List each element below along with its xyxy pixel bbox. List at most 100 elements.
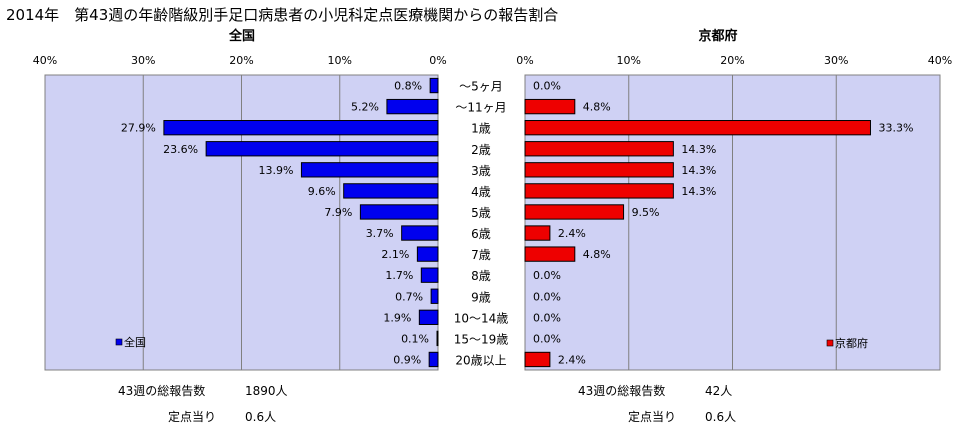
- national-data-label: 0.8%: [394, 80, 422, 93]
- national-bars: [163, 77, 439, 368]
- national-title: 全国: [228, 28, 255, 44]
- age-category-label: 8歳: [471, 269, 491, 283]
- kyoto-per-site-label: 定点当り: [628, 409, 676, 424]
- national-panel: 全国 40% 30% 20% 10% 0% 0.8% 5.2% 27.9% 23.6% 13.9…: [33, 28, 447, 371]
- national-data-label: 2.1%: [381, 248, 409, 261]
- kyoto-tick-label: 30%: [824, 54, 848, 67]
- kyoto-legend-swatch: [826, 339, 834, 347]
- age-category-label: 3歳: [471, 164, 491, 178]
- age-category-label: 5歳: [471, 206, 491, 220]
- kyoto-title: 京都府: [698, 28, 737, 44]
- national-tick-label: 40%: [33, 54, 57, 67]
- kyoto-bar: [524, 204, 625, 220]
- age-category-label: 6歳: [471, 227, 491, 241]
- kyoto-total-value: 42人: [705, 384, 732, 398]
- national-tick-label: 10%: [328, 54, 352, 67]
- kyoto-tick-label: 40%: [928, 54, 952, 67]
- national-data-label: 0.9%: [393, 353, 421, 366]
- age-category-label: 7歳: [471, 248, 491, 262]
- kyoto-bar: [524, 351, 551, 368]
- kyoto-legend-label: 京都府: [835, 336, 868, 350]
- national-bar: [416, 246, 439, 262]
- kyoto-data-label: 0.0%: [533, 332, 561, 345]
- age-category-label: 10～14歳: [454, 311, 509, 325]
- national-data-label: 1.7%: [385, 269, 413, 282]
- national-bar: [430, 288, 439, 304]
- national-data-labels: 0.8% 5.2% 27.9% 23.6% 13.9% 9.6% 7.9% 3.7% 2.1% 1…: [121, 80, 429, 367]
- national-tick-label: 30%: [131, 54, 155, 67]
- kyoto-per-site-value: 0.6人: [705, 410, 736, 424]
- national-bar: [343, 183, 439, 199]
- national-data-label: 3.7%: [366, 227, 394, 240]
- national-bar: [163, 120, 439, 136]
- national-bar: [429, 77, 439, 94]
- kyoto-bar: [524, 183, 674, 199]
- national-tick-labels: 40% 30% 20% 10% 0%: [33, 54, 447, 67]
- national-bar: [436, 330, 439, 347]
- kyoto-bar: [524, 225, 551, 241]
- national-data-label: 0.7%: [395, 290, 423, 303]
- national-data-label: 7.9%: [324, 206, 352, 219]
- national-data-label: 27.9%: [121, 122, 156, 135]
- age-category-labels: ～5ヶ月 ～11ヶ月 1歳 2歳 3歳 4歳 5歳 6歳 7歳 8歳 9歳 10～14歳 15～19歳 2…: [454, 80, 509, 368]
- kyoto-data-label: 4.8%: [583, 101, 611, 114]
- national-total-value: 1890人: [245, 384, 288, 398]
- national-per-site-value: 0.6人: [245, 410, 276, 424]
- national-legend-label: 全国: [124, 335, 146, 349]
- kyoto-data-label: 9.5%: [632, 206, 660, 219]
- national-legend-swatch: [115, 338, 123, 346]
- national-total-label: 43週の総報告数: [118, 383, 205, 398]
- kyoto-data-label: 2.4%: [558, 227, 586, 240]
- national-bar: [401, 225, 439, 241]
- kyoto-data-label: 14.3%: [681, 143, 716, 156]
- kyoto-tick-label: 0%: [516, 54, 533, 67]
- age-category-label: 15～19歳: [454, 332, 509, 346]
- national-bar: [428, 351, 439, 368]
- kyoto-data-label: 14.3%: [681, 164, 716, 177]
- kyoto-data-label: 2.4%: [558, 353, 586, 366]
- national-data-label: 23.6%: [163, 143, 198, 156]
- kyoto-tick-label: 20%: [720, 54, 744, 67]
- kyoto-data-label: 0.0%: [533, 80, 561, 93]
- national-data-label: 1.9%: [383, 311, 411, 324]
- kyoto-data-labels: 0.0% 4.8% 33.3% 14.3% 14.3% 14.3% 9.5% 2.4% 4.8%…: [533, 80, 913, 367]
- national-bar: [359, 204, 439, 220]
- national-data-label: 13.9%: [258, 164, 293, 177]
- national-data-label: 9.6%: [308, 185, 336, 198]
- kyoto-tick-labels: 0% 10% 20% 30% 40%: [516, 54, 952, 67]
- national-bar: [300, 162, 439, 178]
- national-data-label: 0.1%: [401, 332, 429, 345]
- national-data-label: 5.2%: [351, 101, 379, 114]
- kyoto-data-label: 0.0%: [533, 290, 561, 303]
- kyoto-bar: [524, 98, 576, 115]
- kyoto-data-label: 14.3%: [681, 185, 716, 198]
- kyoto-bar: [524, 120, 871, 136]
- national-per-site-label: 定点当り: [168, 409, 216, 424]
- age-category-label: ～5ヶ月: [459, 80, 503, 94]
- national-bar: [420, 267, 439, 283]
- age-category-label: 20歳以上: [455, 353, 506, 367]
- kyoto-bars: [524, 98, 871, 368]
- kyoto-bar: [524, 246, 576, 262]
- kyoto-bar: [524, 141, 674, 157]
- age-category-label: 4歳: [471, 185, 491, 199]
- chart-title: 2014年 第43週の年齢階級別手足口病患者の小児科定点医療機関からの報告割合: [6, 6, 558, 24]
- national-bar: [205, 141, 439, 157]
- kyoto-data-label: 4.8%: [583, 248, 611, 261]
- kyoto-tick-label: 10%: [617, 54, 641, 67]
- age-category-label: 1歳: [471, 122, 491, 136]
- national-bar: [418, 309, 439, 325]
- age-category-label: ～11ヶ月: [455, 101, 506, 115]
- age-category-label: 9歳: [471, 290, 491, 304]
- national-bar: [386, 98, 439, 115]
- national-tick-label: 0%: [429, 54, 446, 67]
- kyoto-data-label: 33.3%: [878, 122, 913, 135]
- national-tick-label: 20%: [229, 54, 253, 67]
- kyoto-data-label: 0.0%: [533, 311, 561, 324]
- kyoto-panel: 京都府 0% 10% 20% 30% 40% 0.0% 4.8% 33.3% 14.3% 14.…: [516, 28, 952, 371]
- kyoto-bar: [524, 162, 674, 178]
- kyoto-data-label: 0.0%: [533, 269, 561, 282]
- summary: 43週の総報告数 1890人 定点当り 0.6人 43週の総報告数 42人 定点…: [118, 383, 736, 424]
- kyoto-total-label: 43週の総報告数: [578, 383, 665, 398]
